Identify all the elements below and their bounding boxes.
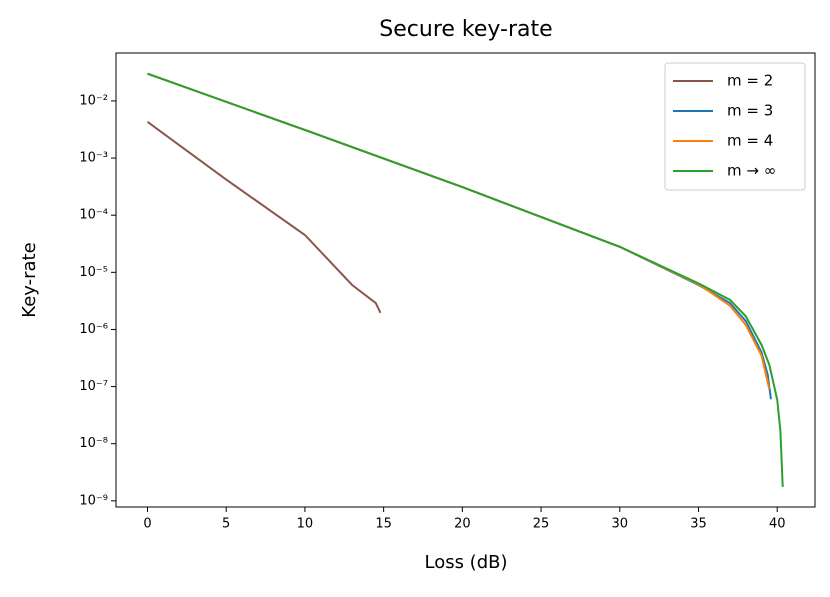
y-tick-label: 10⁻⁴ — [79, 208, 108, 223]
y-tick-label: 10⁻⁷ — [79, 379, 108, 394]
x-tick-label: 35 — [690, 517, 707, 532]
y-tick-label: 10⁻⁹ — [79, 493, 108, 508]
chart-title: Secure key-rate — [379, 17, 552, 42]
y-tick-label: 10⁻⁸ — [79, 436, 108, 451]
series-line — [147, 72, 784, 487]
x-tick-label: 40 — [769, 517, 786, 532]
x-tick-label: 5 — [222, 517, 230, 532]
legend-label: m = 4 — [727, 132, 773, 150]
x-tick-label: 30 — [612, 517, 629, 532]
x-axis-label: Loss (dB) — [424, 552, 507, 573]
y-tick-label: 10⁻² — [79, 93, 108, 108]
y-tick-label: 10⁻⁶ — [79, 322, 108, 337]
y-axis-label: Key-rate — [19, 242, 40, 317]
legend-label: m → ∞ — [727, 162, 776, 180]
x-tick-label: 10 — [297, 517, 314, 532]
legend-box — [664, 62, 806, 191]
x-tick-label: 20 — [454, 517, 471, 532]
x-tick-label: 15 — [375, 517, 392, 532]
x-tick-label: 0 — [143, 517, 151, 532]
series-line — [146, 121, 382, 314]
x-tick-label: 25 — [533, 517, 550, 532]
legend-label: m = 3 — [727, 102, 773, 120]
y-tick-label: 10⁻⁵ — [79, 265, 108, 280]
legend-label: m = 2 — [727, 72, 773, 90]
y-tick-label: 10⁻³ — [79, 151, 108, 166]
plot-frame — [115, 52, 816, 508]
